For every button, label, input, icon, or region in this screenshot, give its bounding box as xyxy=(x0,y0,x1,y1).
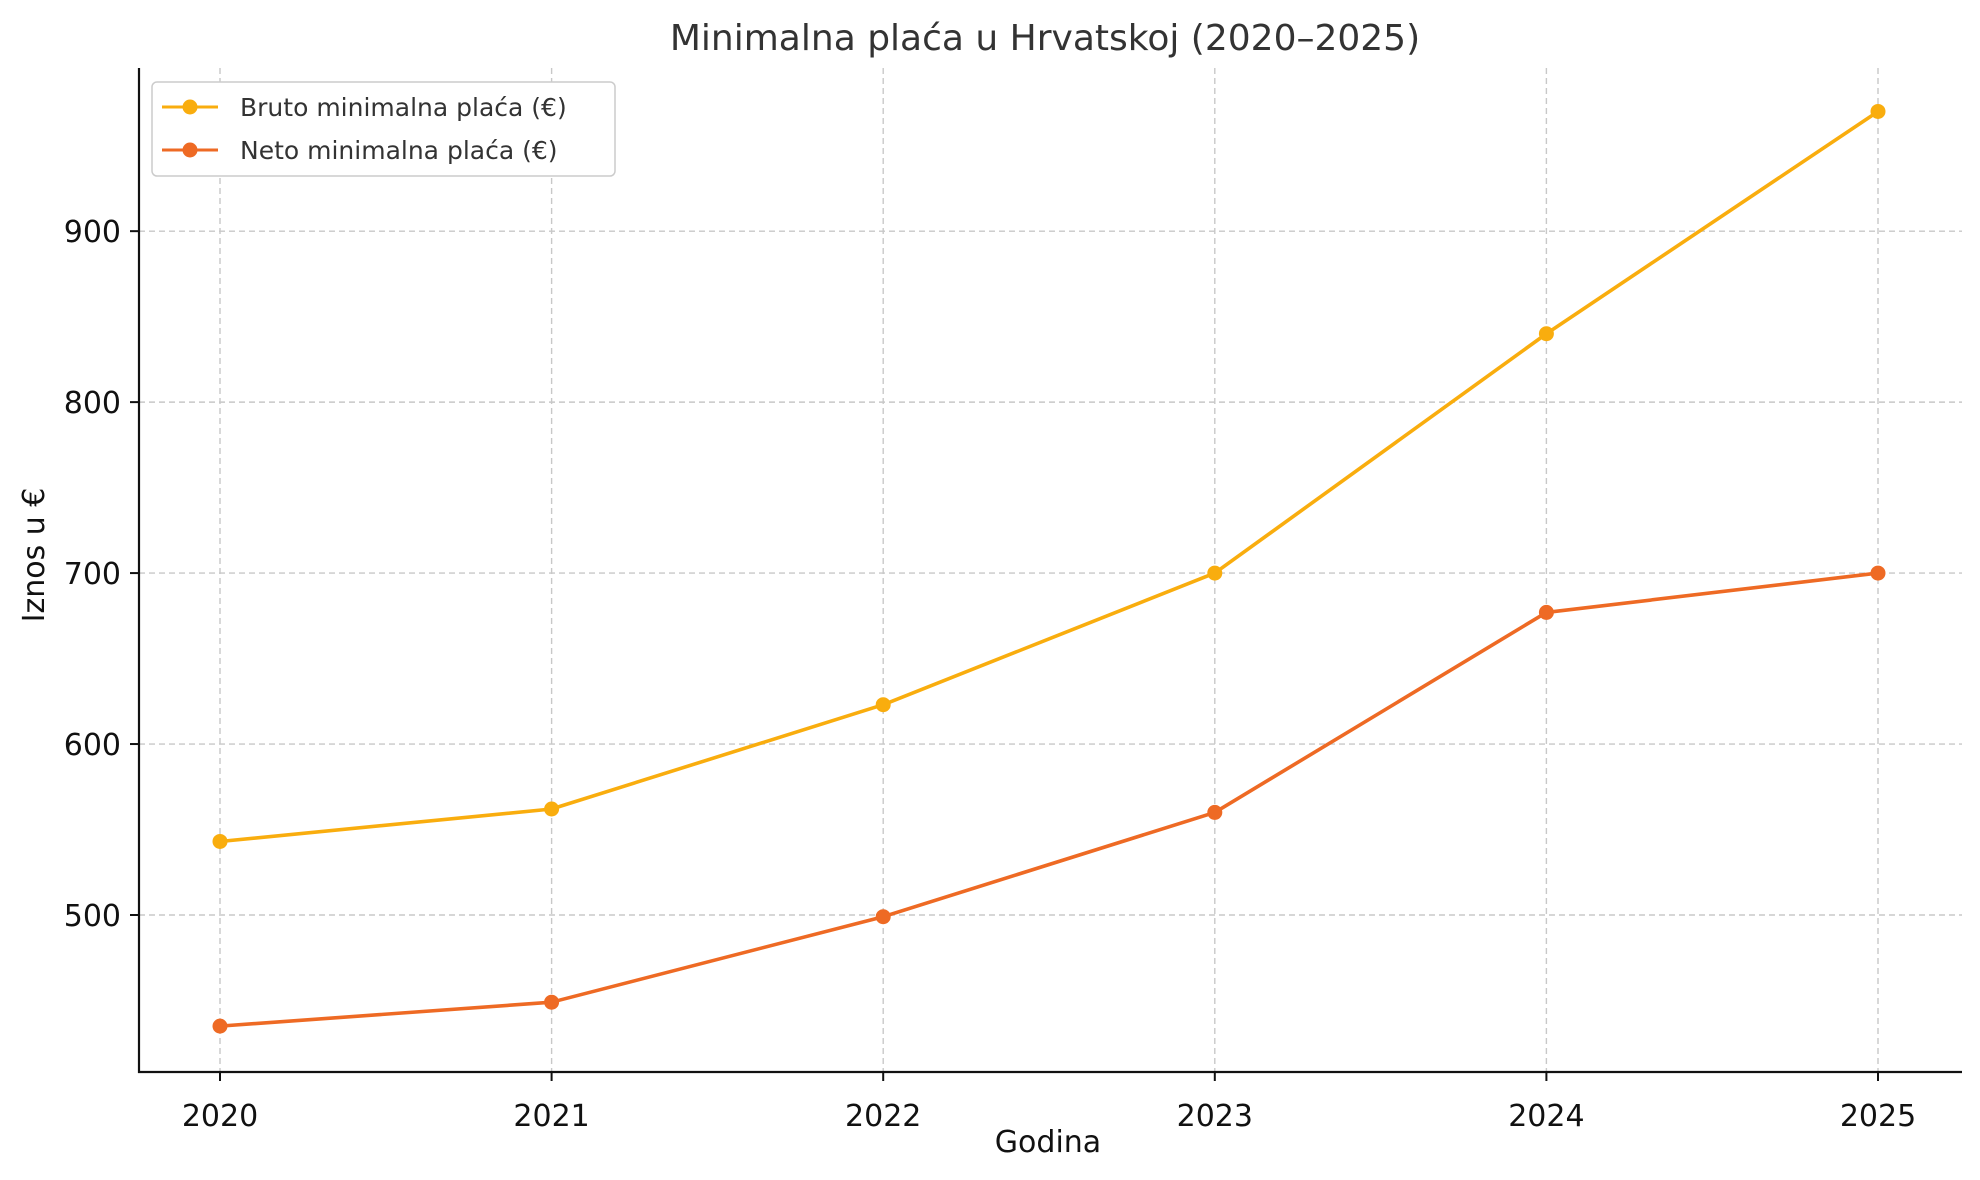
data-point-neto xyxy=(1207,804,1223,820)
x-tick-label: 2024 xyxy=(1508,1099,1584,1134)
data-point-bruto xyxy=(1538,326,1554,342)
x-tick-label: 2023 xyxy=(1177,1099,1253,1134)
tick-labels: 2020 2021 2022 2023 2024 2025 500 600 700 800 900 xyxy=(64,215,1916,1134)
data-point-neto xyxy=(875,909,891,925)
x-tick-label: 2021 xyxy=(513,1099,589,1134)
data-point-bruto xyxy=(875,697,891,713)
data-point-neto xyxy=(1870,565,1886,581)
legend: Bruto minimalna plaća (€) Neto minimalna… xyxy=(151,81,616,177)
y-tick-label: 700 xyxy=(64,557,121,592)
legend-box xyxy=(151,81,616,177)
x-tick-label: 2022 xyxy=(845,1099,921,1134)
data-point-bruto xyxy=(544,801,560,817)
series-lines xyxy=(212,103,1886,1034)
x-tick-label: 2020 xyxy=(182,1099,258,1134)
data-point-bruto xyxy=(1207,565,1223,581)
legend-label-bruto: Bruto minimalna plaća (€) xyxy=(240,93,567,122)
y-tick-label: 600 xyxy=(64,728,121,763)
data-point-bruto xyxy=(1870,103,1886,119)
series-line-bruto xyxy=(219,109,1880,844)
y-tick-label: 500 xyxy=(64,899,121,934)
x-tick-label: 2025 xyxy=(1840,1099,1916,1134)
legend-marker-bruto xyxy=(182,99,198,115)
y-tick-label: 900 xyxy=(64,215,121,250)
y-axis-label: Iznos u € xyxy=(17,488,52,623)
data-point-neto xyxy=(212,1018,228,1034)
y-tick-label: 800 xyxy=(64,386,121,421)
chart-title: Minimalna plaća u Hrvatskoj (2020–2025) xyxy=(670,18,1420,59)
axes xyxy=(137,68,1962,1074)
data-point-neto xyxy=(1538,604,1554,620)
legend-label-neto: Neto minimalna plaća (€) xyxy=(240,136,558,165)
grid-lines xyxy=(139,68,1962,1072)
legend-marker-neto xyxy=(182,142,198,158)
data-point-neto xyxy=(544,994,560,1010)
x-axis-label: Godina xyxy=(995,1125,1101,1160)
data-point-bruto xyxy=(212,833,228,849)
series-line-neto xyxy=(219,571,1879,1028)
